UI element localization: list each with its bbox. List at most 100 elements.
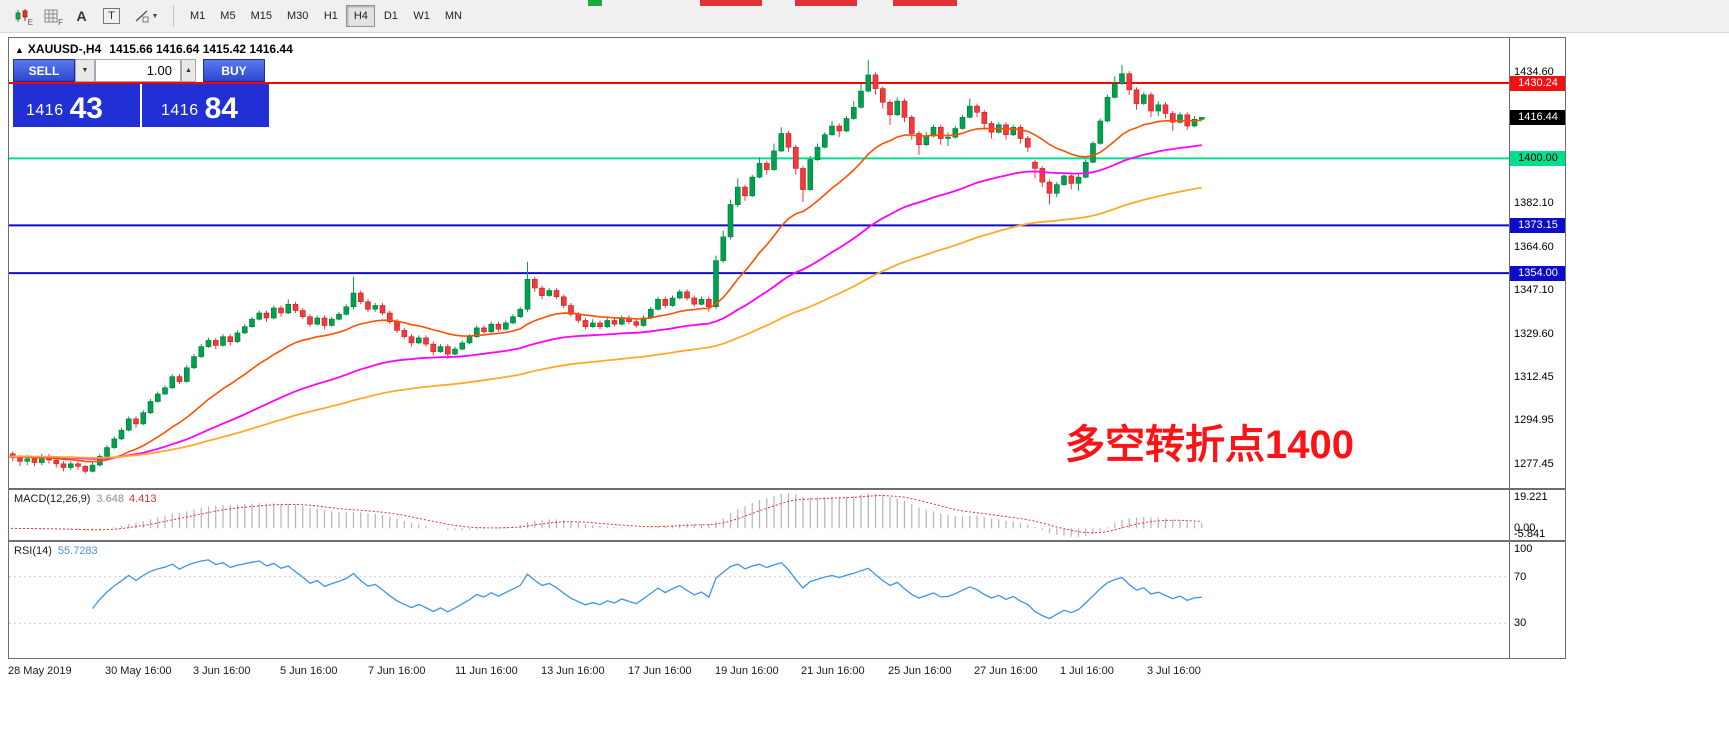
buy-price-main: 1416 bbox=[161, 102, 199, 119]
price-axis-label: 1312.45 bbox=[1514, 371, 1554, 383]
date-axis-label: 25 Jun 16:00 bbox=[888, 665, 952, 677]
date-axis-label: 5 Jun 16:00 bbox=[280, 665, 338, 677]
price-axis-label: 1277.45 bbox=[1514, 458, 1554, 470]
date-axis-label: 21 Jun 16:00 bbox=[801, 665, 865, 677]
shapes-glyph bbox=[135, 10, 149, 23]
ma-line-100 bbox=[9, 186, 1202, 459]
price-tag: 1430.24 bbox=[1510, 76, 1565, 91]
clipped-overlay-mark bbox=[700, 0, 762, 6]
volume-input[interactable]: 1.00 bbox=[95, 59, 181, 82]
timeframe-button-m1[interactable]: M1 bbox=[190, 10, 206, 22]
rsi-value: 55.7283 bbox=[57, 545, 98, 557]
date-axis-label: 30 May 16:00 bbox=[105, 665, 172, 677]
ma-line-55 bbox=[9, 144, 1202, 460]
date-axis-label: 17 Jun 16:00 bbox=[628, 665, 692, 677]
timeframe-button-m5[interactable]: M5 bbox=[220, 10, 236, 22]
macd-main-value: 3.648 bbox=[96, 493, 124, 505]
icon-letter-e: E bbox=[27, 18, 33, 27]
date-axis-label: 3 Jul 16:00 bbox=[1147, 665, 1201, 677]
macd-axis-label: -5.841 bbox=[1514, 528, 1546, 540]
date-axis-label: 1 Jul 16:00 bbox=[1060, 665, 1114, 677]
price-tag: 1354.00 bbox=[1510, 266, 1565, 281]
timeframe-button-m30[interactable]: M30 bbox=[286, 10, 309, 22]
rsi-axis-label: 100 bbox=[1514, 543, 1533, 555]
date-axis-label: 13 Jun 16:00 bbox=[541, 665, 605, 677]
one-click-trade-panel: SELL ▼ 1.00 ▲ BUY 1416 43 1416 84 bbox=[13, 59, 271, 127]
macd-axis-label: 19.221 bbox=[1514, 491, 1548, 503]
price-axis-label: 1434.60 bbox=[1514, 66, 1554, 78]
price-axis-label: 1329.60 bbox=[1514, 328, 1554, 340]
ohlc-values: 1415.66 1416.64 1415.42 1416.44 bbox=[109, 42, 293, 56]
timeframe-button-mn[interactable]: MN bbox=[444, 10, 462, 22]
rsi-axis: 100 70 30 bbox=[1509, 541, 1566, 659]
chart-window: ▲ XAUUSD-,H4 1415.66 1416.64 1415.42 1416.… bbox=[8, 37, 1566, 687]
price-axis-label: 1364.60 bbox=[1514, 241, 1554, 253]
volume-decrease-button[interactable]: ▼ bbox=[75, 59, 95, 82]
buy-price-display[interactable]: 1416 84 bbox=[142, 84, 269, 127]
date-axis-label: 3 Jun 16:00 bbox=[193, 665, 251, 677]
chevron-down-icon: ▼ bbox=[151, 12, 159, 20]
sell-price-main: 1416 bbox=[26, 102, 64, 119]
chart-template-icon[interactable]: E bbox=[8, 4, 35, 28]
date-axis-label: 7 Jun 16:00 bbox=[368, 665, 426, 677]
grid-glyph bbox=[44, 9, 58, 23]
timeframe-button-d1[interactable]: D1 bbox=[383, 10, 398, 22]
sell-price-pips: 43 bbox=[69, 92, 103, 125]
candlestick-series bbox=[9, 59, 1205, 474]
horizontal-lines bbox=[9, 82, 1509, 275]
chart-title: ▲ XAUUSD-,H4 1415.66 1416.64 1415.42 1416.… bbox=[15, 42, 293, 56]
timeframe-button-h1[interactable]: H1 bbox=[323, 10, 338, 22]
timeframe-button-m15[interactable]: M15 bbox=[250, 10, 272, 22]
sell-button[interactable]: SELL bbox=[13, 59, 75, 82]
macd-signal-line bbox=[9, 494, 1202, 534]
buy-price-pips: 84 bbox=[204, 92, 238, 125]
date-axis-label: 11 Jun 16:00 bbox=[455, 665, 518, 677]
text-label-icon[interactable]: A bbox=[76, 8, 87, 24]
ma-line-20 bbox=[9, 119, 1202, 463]
buy-button[interactable]: BUY bbox=[203, 59, 265, 82]
price-axis-label: 1347.10 bbox=[1514, 284, 1554, 296]
rsi-label: RSI(14) 55.7283 bbox=[14, 545, 98, 557]
text-box-icon[interactable]: T bbox=[98, 4, 125, 28]
price-axis-label: 1294.95 bbox=[1514, 414, 1554, 426]
main-chart-canvas bbox=[9, 59, 1509, 474]
trade-prices-row: 1416 43 1416 84 bbox=[13, 84, 271, 127]
macd-axis: 19.221 0.00 -5.841 bbox=[1509, 489, 1566, 541]
trade-controls-row: SELL ▼ 1.00 ▲ BUY bbox=[13, 59, 271, 82]
grid-icon[interactable]: F bbox=[38, 4, 65, 28]
date-axis-label: 19 Jun 16:00 bbox=[715, 665, 779, 677]
date-axis: 28 May 2019 30 May 16:00 3 Jun 16:00 5 Jun … bbox=[8, 659, 1566, 685]
timeframe-group: M1 M5 M15 M30 H1 H4 D1 W1 MN bbox=[183, 5, 470, 27]
sell-price-display[interactable]: 1416 43 bbox=[13, 84, 140, 127]
symbol-period-label: XAUUSD-,H4 bbox=[27, 42, 102, 56]
macd-label: MACD(12,26,9) 3.648 4.413 bbox=[14, 493, 157, 505]
clipped-overlay-mark bbox=[893, 0, 957, 6]
mini-candlestick-icon bbox=[15, 9, 27, 22]
macd-canvas bbox=[9, 493, 1203, 537]
rsi-panel: RSI(14) 55.7283 bbox=[8, 541, 1510, 659]
date-axis-label: 28 May 2019 bbox=[8, 665, 72, 677]
price-tag: 1373.15 bbox=[1510, 218, 1565, 233]
draw-shapes-icon[interactable]: ▼ bbox=[128, 4, 164, 28]
chart-annotation-text: 多空转折点1400 bbox=[1065, 423, 1354, 467]
top-toolbar: E F A T ▼ M1 M5 M15 M30 H1 H4 D1 W1 MN bbox=[0, 0, 1729, 33]
volume-increase-button[interactable]: ▲ bbox=[181, 59, 196, 82]
clipped-overlay-mark bbox=[795, 0, 857, 6]
price-axis-label: 1382.10 bbox=[1514, 197, 1554, 209]
rsi-axis-label: 70 bbox=[1514, 571, 1527, 583]
macd-axis-label: 0.00 bbox=[1514, 522, 1536, 534]
timeframe-button-h4[interactable]: H4 bbox=[346, 5, 376, 27]
toolbar-separator bbox=[173, 5, 174, 27]
main-chart-panel: ▲ XAUUSD-,H4 1415.66 1416.64 1415.42 1416.… bbox=[8, 37, 1510, 489]
macd-signal-value: 4.413 bbox=[128, 493, 157, 505]
rsi-axis-label: 30 bbox=[1514, 617, 1527, 629]
clipped-overlay-mark bbox=[588, 0, 602, 6]
timeframe-button-w1[interactable]: W1 bbox=[413, 10, 430, 22]
price-axis: 1434.60 1382.10 1364.60 1347.10 1329.60 1312.… bbox=[1509, 37, 1566, 489]
title-arrow-icon: ▲ bbox=[15, 45, 24, 55]
date-axis-label: 27 Jun 16:00 bbox=[974, 665, 1038, 677]
icon-letter-f: F bbox=[58, 18, 63, 27]
rsi-canvas bbox=[9, 559, 1509, 624]
macd-panel: MACD(12,26,9) 3.648 4.413 bbox=[8, 489, 1510, 541]
